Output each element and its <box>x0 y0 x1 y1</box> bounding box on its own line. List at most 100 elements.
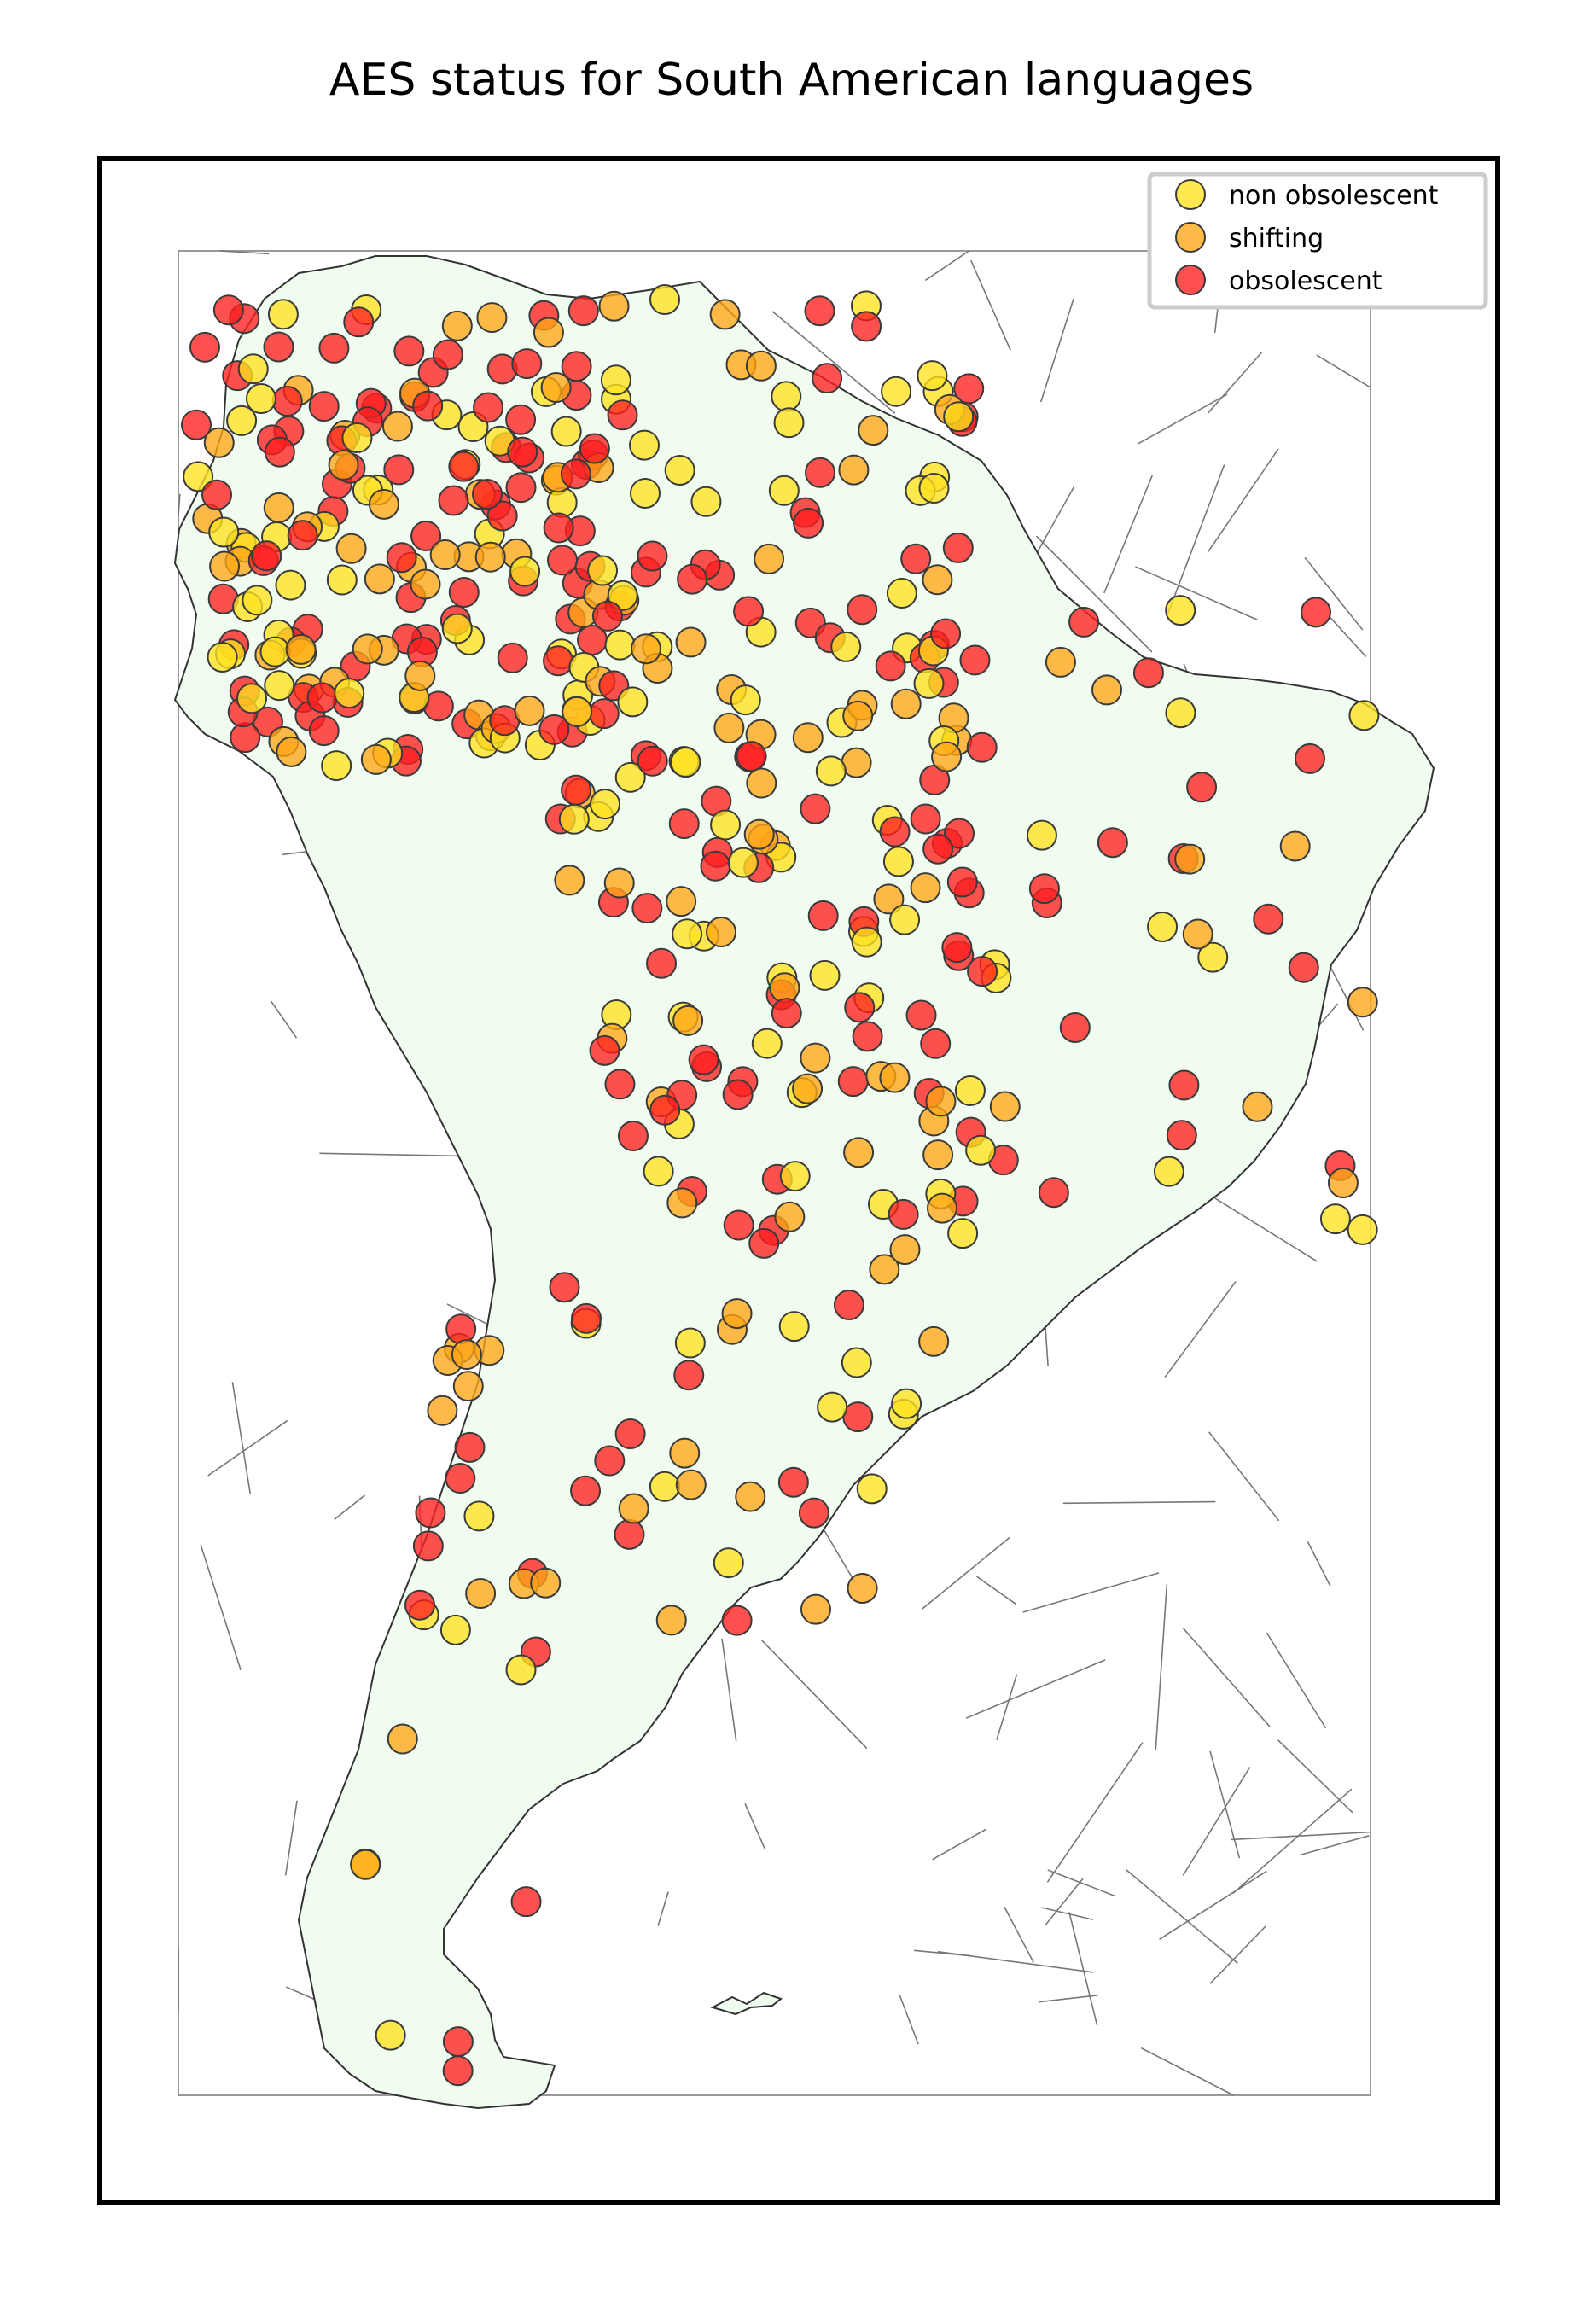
language-point-obsolescent <box>318 332 350 364</box>
language-point-obsolescent <box>614 1518 645 1550</box>
language-point-shifting <box>476 302 508 334</box>
language-point-shifting <box>918 1325 950 1357</box>
language-point-obsolescent <box>230 722 261 754</box>
voronoi-edge <box>1208 448 1279 552</box>
language-point-shifting <box>842 700 874 731</box>
language-point-non-obsolescent <box>1197 941 1229 973</box>
language-point-non-obsolescent <box>587 555 619 586</box>
language-point-obsolescent <box>617 1121 649 1152</box>
language-point-non-obsolescent <box>1347 1214 1378 1245</box>
language-point-non-obsolescent <box>550 416 582 447</box>
language-point-obsolescent <box>448 577 480 609</box>
language-point-obsolescent <box>1186 772 1218 803</box>
language-point-non-obsolescent <box>779 1161 811 1192</box>
language-point-obsolescent <box>1253 903 1284 935</box>
language-point-obsolescent <box>505 404 537 435</box>
language-point-obsolescent <box>412 390 444 422</box>
voronoi-edge <box>1182 1767 1251 1876</box>
falkland-islands <box>710 1991 783 2016</box>
language-point-obsolescent <box>1097 827 1128 859</box>
voronoi-edge <box>932 1828 986 1861</box>
voronoi-edge <box>1004 1906 1035 1964</box>
language-point-obsolescent <box>588 698 620 730</box>
language-point-non-obsolescent <box>246 383 277 415</box>
language-point-shifting <box>675 1469 707 1500</box>
legend-label-obsolescent: obsolescent <box>1229 266 1382 296</box>
language-point-shifting <box>873 883 905 915</box>
voronoi-edge <box>922 1536 1011 1610</box>
language-point-non-obsolescent <box>267 299 299 330</box>
voronoi-edge <box>1035 535 1153 653</box>
language-point-shifting <box>530 1567 562 1599</box>
language-point-shifting <box>743 818 775 850</box>
language-point-shifting <box>800 1593 831 1625</box>
language-point-obsolescent <box>942 532 974 563</box>
language-point-non-obsolescent <box>1165 595 1196 626</box>
language-point-obsolescent <box>1168 1069 1200 1101</box>
language-point-obsolescent <box>879 816 911 847</box>
language-point-shifting <box>745 350 777 382</box>
language-point-shifting <box>922 564 953 596</box>
language-point-obsolescent <box>507 436 538 468</box>
language-point-shifting <box>1279 830 1311 862</box>
language-point-shifting <box>1327 1168 1359 1199</box>
language-point-non-obsolescent <box>889 904 921 935</box>
language-point-obsolescent <box>1028 873 1060 905</box>
language-point-non-obsolescent <box>604 629 636 661</box>
language-point-obsolescent <box>442 2026 474 2058</box>
language-point-obsolescent <box>591 600 623 632</box>
voronoi-edge <box>284 1800 298 1876</box>
language-point-shifting <box>666 886 697 917</box>
legend-label-non-obsolescent: non obsolescent <box>1229 181 1439 211</box>
language-point-non-obsolescent <box>264 670 295 702</box>
language-point-shifting <box>429 539 461 571</box>
voronoi-edge <box>1329 616 1367 657</box>
language-point-shifting <box>774 1201 806 1232</box>
language-point-obsolescent <box>438 485 469 516</box>
voronoi-edge <box>1125 1868 1238 1964</box>
language-point-obsolescent <box>900 543 932 574</box>
language-point-obsolescent <box>264 436 295 468</box>
language-point-non-obsolescent <box>1165 697 1196 729</box>
language-point-non-obsolescent <box>226 405 258 436</box>
language-point-shifting <box>1242 1091 1273 1122</box>
language-point-non-obsolescent <box>558 803 590 835</box>
language-point-shifting <box>285 633 317 665</box>
language-point-shifting <box>335 533 367 564</box>
legend-marker-shifting <box>1175 222 1206 253</box>
language-point-obsolescent <box>454 1431 486 1463</box>
legend-label-shifting: shifting <box>1229 224 1324 253</box>
voronoi-edge <box>771 311 896 414</box>
language-point-non-obsolescent <box>1026 819 1057 851</box>
language-point-non-obsolescent <box>614 761 646 793</box>
language-point-shifting <box>441 310 473 341</box>
language-point-obsolescent <box>579 433 610 464</box>
voronoi-edge <box>1135 566 1258 621</box>
voronoi-edge <box>721 1638 737 1742</box>
language-point-non-obsolescent <box>918 473 950 504</box>
language-point-non-obsolescent <box>917 360 948 392</box>
language-point-non-obsolescent <box>275 569 306 601</box>
voronoi-edge <box>996 1674 1018 1740</box>
language-point-shifting <box>769 972 800 1004</box>
legend-box <box>1147 172 1488 310</box>
language-point-non-obsolescent <box>562 696 593 727</box>
voronoi-edge <box>1182 1628 1271 1727</box>
language-point-shifting <box>754 543 785 574</box>
language-point-obsolescent <box>688 1044 719 1075</box>
voronoi-edge <box>270 1000 298 1039</box>
language-point-shifting <box>869 1254 900 1285</box>
axes-frame <box>97 156 1500 2205</box>
language-point-obsolescent <box>308 715 340 747</box>
language-point-obsolescent <box>415 1497 446 1529</box>
language-point-obsolescent <box>567 295 599 327</box>
language-point-obsolescent <box>842 1401 874 1433</box>
language-point-obsolescent <box>805 457 836 488</box>
language-point-shifting <box>858 415 889 446</box>
language-point-obsolescent <box>442 2055 474 2087</box>
language-point-shifting <box>631 633 662 665</box>
voronoi-edge <box>200 1544 242 1670</box>
language-point-shifting <box>276 736 307 767</box>
language-point-shifting <box>721 1298 753 1330</box>
